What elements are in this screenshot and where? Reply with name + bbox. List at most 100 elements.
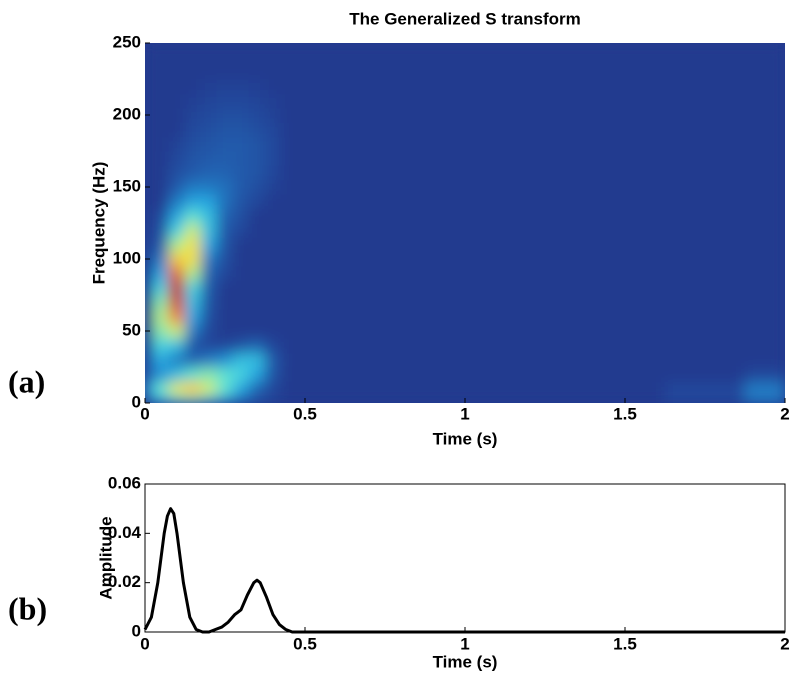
heatmap-cell [264, 179, 282, 195]
heatmap-cell [145, 150, 154, 166]
heatmap-cell [168, 308, 186, 325]
heatmap-cell [232, 265, 250, 282]
heatmap-cell [424, 92, 506, 109]
y-tick-label: 0 [132, 621, 141, 640]
heatmap-cell [168, 107, 186, 123]
heatmap-cell [264, 337, 282, 354]
heatmap-cell [424, 164, 506, 181]
heatmap-cell [504, 179, 586, 195]
heatmap-cell [184, 352, 202, 368]
heatmap-cell [232, 395, 250, 403]
heatmap-cell [200, 107, 218, 123]
heatmap-cell [145, 64, 154, 80]
heatmap-cell [168, 92, 186, 109]
heatmap-cell [296, 222, 346, 238]
heatmap-cell [200, 265, 218, 282]
heatmap-cell [744, 164, 785, 181]
heatmap-cell [216, 43, 234, 51]
heatmap-cell [744, 236, 785, 253]
heatmap-cell [184, 265, 202, 282]
heatmap-cell [664, 179, 746, 195]
heatmap-cell [664, 265, 746, 282]
heatmap-cell [145, 222, 154, 238]
heatmap-cell [424, 136, 506, 152]
heatmap-cell [168, 366, 186, 382]
heatmap-cell [200, 352, 218, 368]
heatmap-cell [504, 92, 586, 109]
heatmap-cell [232, 280, 250, 296]
heatmap-cell [504, 280, 586, 296]
heatmap-cell [216, 352, 234, 368]
heatmap-cell [664, 308, 746, 325]
heatmap-cell [264, 64, 282, 80]
heatmap-cell [584, 179, 666, 195]
heatmap-cell [248, 251, 266, 267]
y-tick-label: 200 [113, 104, 141, 123]
heatmap-cell [264, 193, 282, 210]
heatmap-cell [744, 366, 785, 382]
heatmap-cell [184, 236, 202, 253]
heatmap-cell [216, 308, 234, 325]
heatmap-cell [744, 107, 785, 123]
heatmap-cell [424, 337, 506, 354]
heatmap-cell [664, 294, 746, 310]
heatmap-cell [248, 337, 266, 354]
heatmap-cell [232, 236, 250, 253]
heatmap-cell [168, 395, 186, 403]
heatmap-cell [168, 208, 186, 224]
heatmap-cell [744, 43, 785, 51]
heatmap-cell [584, 251, 666, 267]
heatmap-cell [232, 107, 250, 123]
heatmap-cell [744, 78, 785, 94]
heatmap-cell [200, 64, 218, 80]
heatmap-cell [584, 308, 666, 325]
heatmap-cell [152, 236, 170, 253]
heatmap-cell [168, 179, 186, 195]
heatmap-cell [664, 121, 746, 138]
heatmap-cell [344, 323, 426, 339]
heatmap-cell [248, 64, 266, 80]
heatmap-cell [168, 150, 186, 166]
heatmap-cell [744, 92, 785, 109]
heatmap-cell [504, 78, 586, 94]
heatmap-cell [232, 352, 250, 368]
heatmap-cell [152, 323, 170, 339]
heatmap-cell [216, 236, 234, 253]
heatmap-cell [280, 121, 298, 138]
heatmap-cell [168, 193, 186, 210]
heatmap-cell [216, 222, 234, 238]
heatmap-cell [344, 280, 426, 296]
heatmap-cell [280, 107, 298, 123]
heatmap-cell [200, 193, 218, 210]
heatmap-cell [744, 308, 785, 325]
heatmap-cell [152, 280, 170, 296]
heatmap-cell [152, 136, 170, 152]
heatmap-cell [184, 308, 202, 325]
heatmap-cell [248, 308, 266, 325]
heatmap-cell [264, 308, 282, 325]
heatmap-cell [504, 222, 586, 238]
heatmap-cell [200, 395, 218, 403]
heatmap-cell [168, 164, 186, 181]
heatmap-cell [424, 193, 506, 210]
heatmap-cell [280, 251, 298, 267]
x-tick-label: 2 [780, 634, 789, 653]
heatmap-cell [200, 136, 218, 152]
heatmap-cell [184, 323, 202, 339]
heatmap-cell [344, 308, 426, 325]
heatmap-cell [504, 49, 586, 66]
heatmap-cell [504, 395, 586, 403]
heatmap-cell [152, 64, 170, 80]
heatmap-cell [184, 208, 202, 224]
heatmap-cell [584, 280, 666, 296]
heatmap-cell [424, 78, 506, 94]
heatmap-cell [248, 107, 266, 123]
heatmap-cell [584, 366, 666, 382]
heatmap-cell [584, 323, 666, 339]
heatmap-cell [145, 294, 154, 310]
heatmap-cell [232, 251, 250, 267]
heatmap-cell [168, 352, 186, 368]
heatmap-cell [744, 179, 785, 195]
heatmap-cell [216, 265, 234, 282]
